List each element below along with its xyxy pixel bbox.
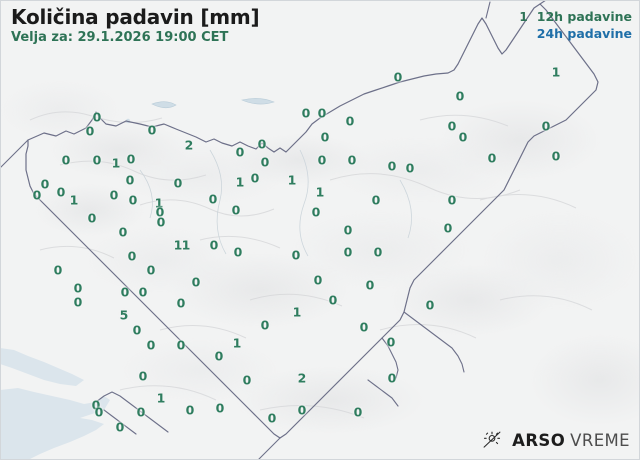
legend-label-12h: 12h padavine xyxy=(536,9,632,24)
terrain-ridges xyxy=(29,111,593,419)
lake-bled xyxy=(151,101,177,109)
regional-borders xyxy=(0,0,547,460)
logo-text-bold: ARSO xyxy=(512,430,566,450)
legend-row-12h: 1 12h padavine xyxy=(519,8,632,25)
adriatic-sea xyxy=(0,388,110,460)
logo-wordmark: ARSO VREME xyxy=(512,431,630,450)
lake-bohinj xyxy=(241,98,275,105)
legend-row-24h: 24h padavine xyxy=(519,25,632,41)
legend-sample-value: 1 xyxy=(519,10,528,24)
slovenia-border xyxy=(25,3,599,439)
legend-label-24h: 24h padavine xyxy=(536,26,632,41)
terrain-relief xyxy=(0,80,640,434)
sun-precipitation-icon xyxy=(483,431,501,448)
adriatic-sea-upper xyxy=(0,348,84,386)
legend: 1 12h padavine 24h padavine xyxy=(519,8,632,41)
logo-text-normal: VREME xyxy=(570,430,630,450)
arso-vreme-logo[interactable]: ARSO VREME xyxy=(482,430,630,450)
rivers xyxy=(139,149,412,257)
